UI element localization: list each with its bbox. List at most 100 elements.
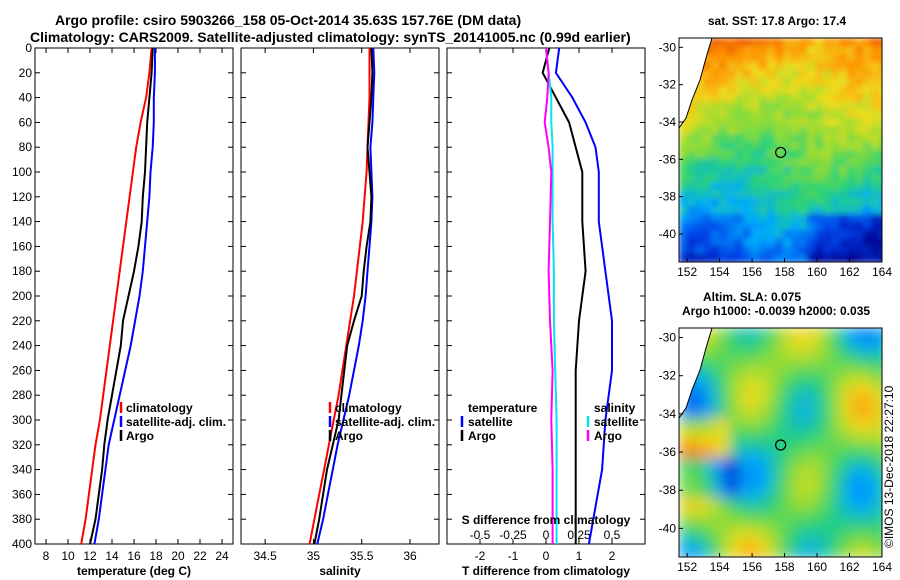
sla-cell xyxy=(749,428,760,439)
sst-cell xyxy=(711,238,720,247)
sla-cell xyxy=(769,448,780,459)
sla-cell xyxy=(859,398,870,409)
sst-cell xyxy=(687,158,696,167)
sst-cell xyxy=(839,102,848,111)
x-tick-label: 35.5 xyxy=(350,549,374,563)
sst-cell xyxy=(783,102,792,111)
sla-cell xyxy=(699,408,710,419)
sst-cell xyxy=(783,118,792,127)
sst-cell xyxy=(767,102,776,111)
sst-cell xyxy=(775,86,784,95)
sst-cell xyxy=(823,142,832,151)
sla-cell xyxy=(699,448,710,459)
sla-cell xyxy=(739,358,750,369)
sst-cell xyxy=(727,166,736,175)
sst-cell xyxy=(807,78,816,87)
sst-cell xyxy=(695,126,704,135)
sst-cell xyxy=(727,126,736,135)
x-tick-label: 34.5 xyxy=(253,549,277,563)
sst-cell xyxy=(703,86,712,95)
sst-cell xyxy=(711,214,720,223)
sst-cell xyxy=(695,238,704,247)
sst-cell xyxy=(839,78,848,87)
sst-cell xyxy=(839,238,848,247)
y-tick-label: 360 xyxy=(12,487,32,501)
sla-cell xyxy=(859,528,870,539)
sst-cell xyxy=(815,78,824,87)
sst-cell xyxy=(823,254,832,262)
sst-cell xyxy=(695,86,704,95)
sst-cell xyxy=(727,86,736,95)
sst-cell xyxy=(807,62,816,71)
sla-cell xyxy=(859,408,870,419)
sst-cell xyxy=(799,222,808,231)
sst-cell xyxy=(775,206,784,215)
sst-cell xyxy=(815,70,824,79)
sst-cell xyxy=(847,174,856,183)
sla-cell xyxy=(799,528,810,539)
series-t-argo xyxy=(541,48,587,544)
sla-cell xyxy=(859,538,870,549)
sst-cell xyxy=(727,110,736,119)
sst-cell xyxy=(871,246,880,255)
sst-cell xyxy=(871,206,880,215)
sst-cell xyxy=(823,70,832,79)
sla-cell xyxy=(799,348,810,359)
sla-cell xyxy=(729,358,740,369)
sst-cell xyxy=(863,246,872,255)
sst-cell xyxy=(839,182,848,191)
sst-cell xyxy=(783,110,792,119)
sst-cell xyxy=(719,102,728,111)
difference-axes xyxy=(446,47,646,545)
sla-cell xyxy=(739,468,750,479)
y-tick-label: 300 xyxy=(12,413,32,427)
sla-cell xyxy=(689,398,700,409)
sst-cell xyxy=(855,78,864,87)
sst-cell xyxy=(727,230,736,239)
sst-cell xyxy=(719,54,728,63)
sst-cell xyxy=(743,38,752,47)
sla-cell xyxy=(729,548,740,557)
sla-cell xyxy=(749,528,760,539)
sla-cell xyxy=(779,548,790,557)
sst-cell xyxy=(839,46,848,55)
sst-cell xyxy=(687,134,696,143)
sst-cell xyxy=(847,134,856,143)
sla-map: Altim. SLA: 0.075 Argo h1000: -0.0039 h2… xyxy=(659,290,893,574)
sla-cell xyxy=(689,408,700,419)
sla-cell xyxy=(739,348,750,359)
sst-cell xyxy=(703,102,712,111)
sst-cell xyxy=(871,46,880,55)
sla-cell xyxy=(699,488,710,499)
sla-cell xyxy=(819,358,830,369)
sla-cell xyxy=(789,518,800,529)
sst-cell xyxy=(775,94,784,103)
sla-cell xyxy=(819,388,830,399)
sst-cell xyxy=(799,166,808,175)
sst-cell xyxy=(791,38,800,47)
sst-cell xyxy=(799,126,808,135)
sst-cell xyxy=(743,62,752,71)
legend-title-temperature: temperature xyxy=(468,401,538,415)
sla-cell xyxy=(799,468,810,479)
sla-cell xyxy=(849,368,860,379)
sla-cell xyxy=(709,368,720,379)
sst-cell xyxy=(879,78,882,87)
sla-cell xyxy=(829,388,840,399)
credit: ©IMOS 13-Dec-2018 22:27:10 xyxy=(882,385,896,548)
sst-cell xyxy=(735,62,744,71)
sst-cell xyxy=(807,254,816,262)
sla-cell xyxy=(819,378,830,389)
sla-cell xyxy=(689,388,700,399)
sla-cell xyxy=(709,478,720,489)
sla-cell xyxy=(719,428,730,439)
sla-cell xyxy=(839,428,850,439)
sla-cell xyxy=(839,348,850,359)
sla-cell xyxy=(719,458,730,469)
sst-cell xyxy=(751,110,760,119)
sla-cell xyxy=(819,508,830,519)
sla-cell xyxy=(839,388,850,399)
sst-cell xyxy=(807,54,816,63)
sst-cell xyxy=(839,166,848,175)
